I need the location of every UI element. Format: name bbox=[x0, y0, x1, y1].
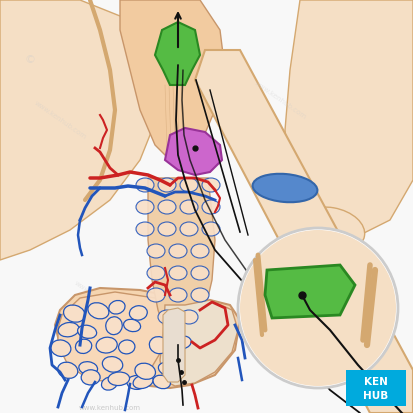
Ellipse shape bbox=[180, 310, 198, 324]
Ellipse shape bbox=[158, 200, 176, 214]
Ellipse shape bbox=[136, 178, 154, 192]
Ellipse shape bbox=[202, 178, 220, 192]
Text: www.kenhub.com: www.kenhub.com bbox=[33, 100, 87, 140]
Text: HUB: HUB bbox=[363, 391, 389, 401]
Ellipse shape bbox=[191, 288, 209, 302]
Polygon shape bbox=[163, 308, 185, 382]
Ellipse shape bbox=[202, 200, 220, 214]
Ellipse shape bbox=[191, 244, 209, 258]
Ellipse shape bbox=[108, 372, 130, 386]
Ellipse shape bbox=[153, 375, 171, 389]
Ellipse shape bbox=[51, 340, 71, 356]
Polygon shape bbox=[155, 22, 200, 85]
Ellipse shape bbox=[173, 336, 191, 349]
Ellipse shape bbox=[136, 200, 154, 214]
Ellipse shape bbox=[133, 375, 153, 389]
Ellipse shape bbox=[180, 222, 198, 236]
Text: www.kenhub.com: www.kenhub.com bbox=[253, 80, 307, 120]
Ellipse shape bbox=[106, 317, 122, 335]
Ellipse shape bbox=[64, 305, 85, 322]
Ellipse shape bbox=[169, 266, 187, 280]
Ellipse shape bbox=[127, 375, 147, 389]
Ellipse shape bbox=[158, 362, 179, 376]
Ellipse shape bbox=[119, 340, 135, 354]
Ellipse shape bbox=[169, 288, 187, 302]
Text: www.kenhub.com: www.kenhub.com bbox=[143, 180, 197, 220]
Ellipse shape bbox=[253, 174, 318, 202]
Ellipse shape bbox=[295, 207, 365, 253]
Ellipse shape bbox=[202, 222, 220, 236]
Polygon shape bbox=[285, 0, 413, 240]
Ellipse shape bbox=[147, 288, 165, 302]
Ellipse shape bbox=[191, 266, 209, 280]
Ellipse shape bbox=[180, 200, 198, 214]
Ellipse shape bbox=[129, 306, 147, 320]
Ellipse shape bbox=[96, 337, 117, 353]
Ellipse shape bbox=[76, 339, 92, 354]
Text: ©: © bbox=[24, 55, 36, 65]
Ellipse shape bbox=[147, 266, 165, 280]
Ellipse shape bbox=[180, 178, 198, 192]
Polygon shape bbox=[165, 128, 222, 175]
Ellipse shape bbox=[58, 362, 78, 378]
Ellipse shape bbox=[158, 310, 176, 324]
Ellipse shape bbox=[88, 303, 109, 319]
Polygon shape bbox=[160, 300, 238, 386]
Polygon shape bbox=[265, 265, 355, 318]
Ellipse shape bbox=[102, 377, 117, 390]
Text: KEN: KEN bbox=[364, 377, 388, 387]
Polygon shape bbox=[55, 288, 240, 388]
Text: www.kenhub.com: www.kenhub.com bbox=[73, 280, 127, 320]
Polygon shape bbox=[0, 0, 160, 260]
Circle shape bbox=[238, 228, 398, 388]
Ellipse shape bbox=[78, 325, 97, 338]
Ellipse shape bbox=[150, 337, 169, 354]
Ellipse shape bbox=[123, 319, 140, 332]
Ellipse shape bbox=[147, 244, 165, 258]
Ellipse shape bbox=[58, 323, 79, 337]
Ellipse shape bbox=[158, 178, 176, 192]
Circle shape bbox=[240, 230, 396, 386]
FancyBboxPatch shape bbox=[346, 370, 406, 406]
Ellipse shape bbox=[102, 356, 123, 372]
Polygon shape bbox=[148, 178, 215, 345]
Ellipse shape bbox=[79, 362, 97, 375]
Polygon shape bbox=[58, 292, 170, 382]
Polygon shape bbox=[120, 0, 225, 160]
Ellipse shape bbox=[169, 244, 187, 258]
Text: www.kenhub.com: www.kenhub.com bbox=[193, 300, 247, 340]
Ellipse shape bbox=[136, 222, 154, 236]
Ellipse shape bbox=[158, 222, 176, 236]
Polygon shape bbox=[195, 50, 413, 413]
Text: www.kenhub.com: www.kenhub.com bbox=[79, 405, 141, 411]
Ellipse shape bbox=[135, 363, 155, 380]
Ellipse shape bbox=[81, 370, 100, 385]
Ellipse shape bbox=[109, 301, 125, 314]
